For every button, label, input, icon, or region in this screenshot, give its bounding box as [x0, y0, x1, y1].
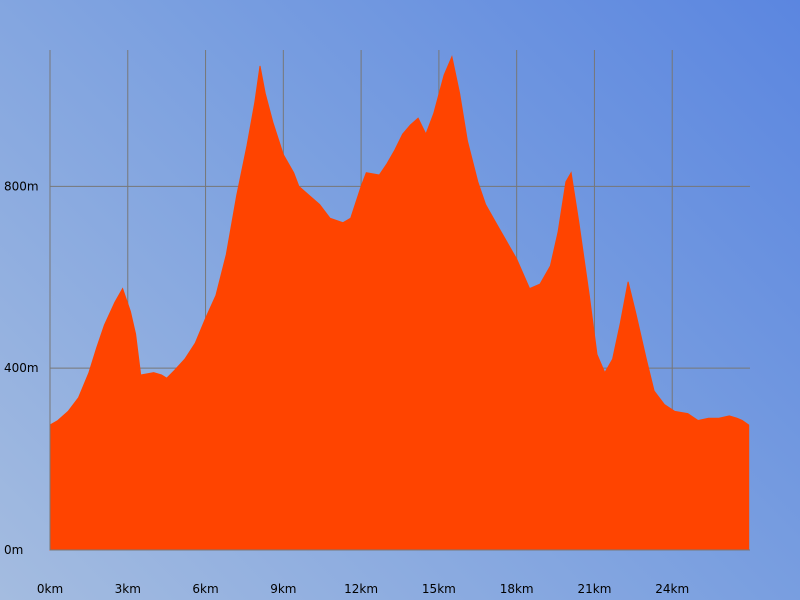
x-tick-label-18: 18km — [500, 582, 534, 596]
y-tick-label-800: 800m — [4, 179, 39, 193]
x-tick-label-6: 6km — [192, 582, 218, 596]
elevation-area — [49, 55, 750, 551]
y-tick-label-400: 400m — [4, 361, 39, 375]
y-tick-label-0: 0m — [4, 543, 23, 557]
axes — [49, 50, 750, 551]
x-tick-label-3: 3km — [115, 582, 141, 596]
x-tick-label-9: 9km — [270, 582, 296, 596]
x-tick-label-15: 15km — [422, 582, 456, 596]
x-tick-label-24: 24km — [655, 582, 689, 596]
tick-labels: 0km 3km 6km 9km 12km 15km 18km 21km 24km 0m 400m 80… — [4, 179, 689, 596]
x-tick-label-21: 21km — [577, 582, 611, 596]
x-tick-label-12: 12km — [344, 582, 378, 596]
x-tick-label-0: 0km — [37, 582, 63, 596]
